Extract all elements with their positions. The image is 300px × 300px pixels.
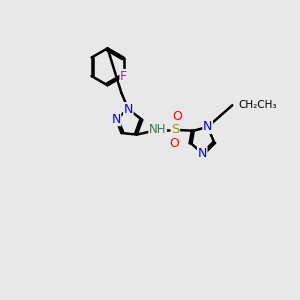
Text: N: N: [124, 103, 133, 116]
Text: N: N: [203, 120, 212, 134]
Text: N: N: [198, 146, 207, 160]
Text: O: O: [172, 110, 182, 123]
Text: F: F: [120, 70, 127, 83]
Text: S: S: [171, 123, 179, 136]
Text: N: N: [111, 113, 121, 126]
Text: O: O: [169, 137, 179, 150]
Text: CH₂CH₃: CH₂CH₃: [238, 100, 277, 110]
Text: NH: NH: [149, 123, 167, 136]
